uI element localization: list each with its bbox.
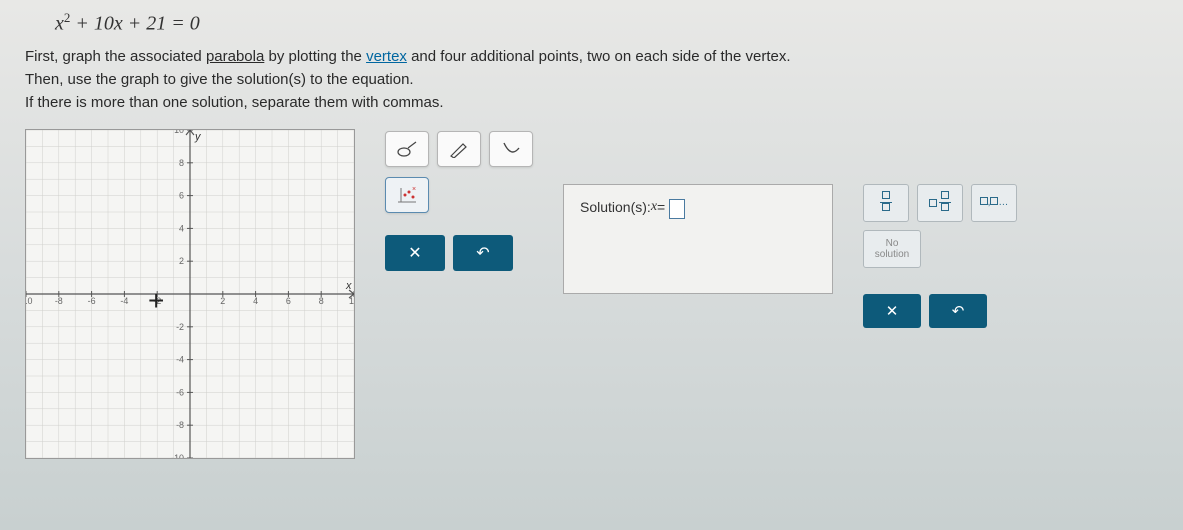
instruction-line-3: If there is more than one solution, sepa…	[25, 94, 1158, 111]
solution-equals: =	[657, 199, 665, 215]
svg-text:8: 8	[179, 157, 184, 167]
svg-text:-2: -2	[153, 296, 161, 306]
svg-text:-8: -8	[176, 420, 184, 430]
plot-points-tool[interactable]: ×	[385, 177, 429, 213]
svg-text:-2: -2	[176, 321, 184, 331]
svg-text:-10: -10	[171, 453, 184, 458]
undo-icon: ↶	[952, 302, 965, 320]
vertex-link[interactable]: vertex	[366, 48, 407, 65]
graph-canvas[interactable]: x y -10-8-6-4-2246810-10-8-6-4-2246810 +	[25, 129, 355, 459]
point-tool[interactable]	[385, 131, 429, 167]
fraction-key[interactable]	[863, 184, 909, 222]
solution-input[interactable]	[669, 199, 685, 219]
svg-text:2: 2	[220, 296, 225, 306]
x-axis-label: x	[345, 280, 352, 292]
svg-text:-4: -4	[120, 296, 128, 306]
instruction-line-1: First, graph the associated parabola by …	[25, 48, 1158, 65]
undo-answer-button[interactable]: ↶	[929, 294, 987, 328]
svg-text:2: 2	[179, 256, 184, 266]
x-icon: ✕	[408, 243, 421, 263]
mixed-fraction-key[interactable]	[917, 184, 963, 222]
svg-text:4: 4	[179, 223, 184, 233]
equation: x2 + 10x + 21 = 0	[55, 10, 1158, 36]
text: No	[886, 238, 899, 249]
y-axis-label: y	[194, 131, 202, 143]
svg-text:×: ×	[412, 186, 416, 193]
svg-text:-4: -4	[176, 354, 184, 364]
clear-answer-button[interactable]: ✕	[863, 294, 921, 328]
solution-panel: Solution(s): x =	[563, 184, 833, 294]
graph-toolbar: × ✕ ↶	[385, 131, 533, 271]
no-solution-key[interactable]: No solution	[863, 230, 921, 268]
svg-text:6: 6	[286, 296, 291, 306]
svg-text:-10: -10	[26, 296, 32, 306]
svg-text:4: 4	[253, 296, 258, 306]
undo-graph-button[interactable]: ↶	[453, 235, 513, 271]
svg-text:8: 8	[319, 296, 324, 306]
text: solution	[875, 249, 909, 260]
curve-tool[interactable]	[489, 131, 533, 167]
svg-text:-6: -6	[88, 296, 96, 306]
interval-key[interactable]: ,…	[971, 184, 1017, 222]
keypad: ,… No solution ✕ ↶	[863, 184, 1017, 328]
svg-text:-6: -6	[176, 387, 184, 397]
undo-icon: ↶	[476, 243, 489, 263]
solution-label: Solution(s):	[580, 199, 651, 215]
text: First, graph the associated	[25, 48, 206, 65]
text: and four additional points, two on each …	[407, 48, 791, 65]
text: by plotting the	[264, 48, 366, 65]
svg-text:6: 6	[179, 190, 184, 200]
svg-text:10: 10	[174, 130, 184, 135]
parabola-term: parabola	[206, 48, 264, 65]
clear-graph-button[interactable]: ✕	[385, 235, 445, 271]
pencil-tool[interactable]	[437, 131, 481, 167]
svg-text:-8: -8	[55, 296, 63, 306]
x-icon: ✕	[886, 302, 899, 320]
instruction-line-2: Then, use the graph to give the solution…	[25, 71, 1158, 88]
svg-text:10: 10	[349, 296, 354, 306]
